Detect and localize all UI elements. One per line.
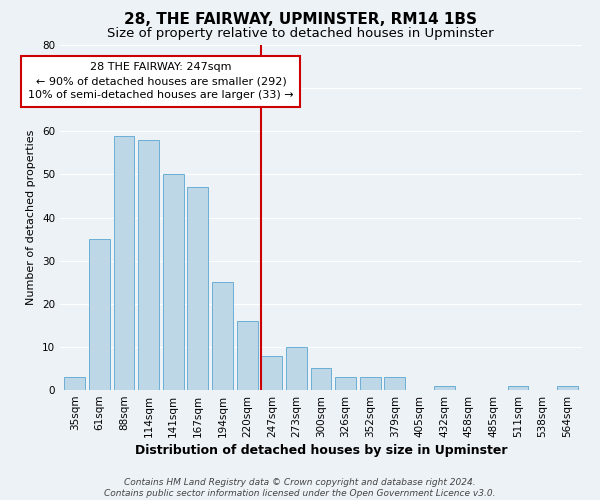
Bar: [385, 377, 406, 390]
Bar: [261, 356, 282, 390]
Bar: [311, 368, 331, 390]
Bar: [335, 377, 356, 390]
X-axis label: Distribution of detached houses by size in Upminster: Distribution of detached houses by size …: [135, 444, 507, 457]
Text: Contains HM Land Registry data © Crown copyright and database right 2024.
Contai: Contains HM Land Registry data © Crown c…: [104, 478, 496, 498]
Bar: [212, 282, 233, 390]
Bar: [64, 377, 85, 390]
Bar: [187, 188, 208, 390]
Bar: [89, 239, 110, 390]
Text: 28 THE FAIRWAY: 247sqm
← 90% of detached houses are smaller (292)
10% of semi-de: 28 THE FAIRWAY: 247sqm ← 90% of detached…: [28, 62, 294, 100]
Bar: [163, 174, 184, 390]
Text: Size of property relative to detached houses in Upminster: Size of property relative to detached ho…: [107, 28, 493, 40]
Bar: [508, 386, 529, 390]
Bar: [138, 140, 159, 390]
Y-axis label: Number of detached properties: Number of detached properties: [26, 130, 37, 305]
Bar: [360, 377, 381, 390]
Bar: [113, 136, 134, 390]
Bar: [286, 347, 307, 390]
Text: 28, THE FAIRWAY, UPMINSTER, RM14 1BS: 28, THE FAIRWAY, UPMINSTER, RM14 1BS: [124, 12, 476, 28]
Bar: [434, 386, 455, 390]
Bar: [236, 321, 257, 390]
Bar: [557, 386, 578, 390]
